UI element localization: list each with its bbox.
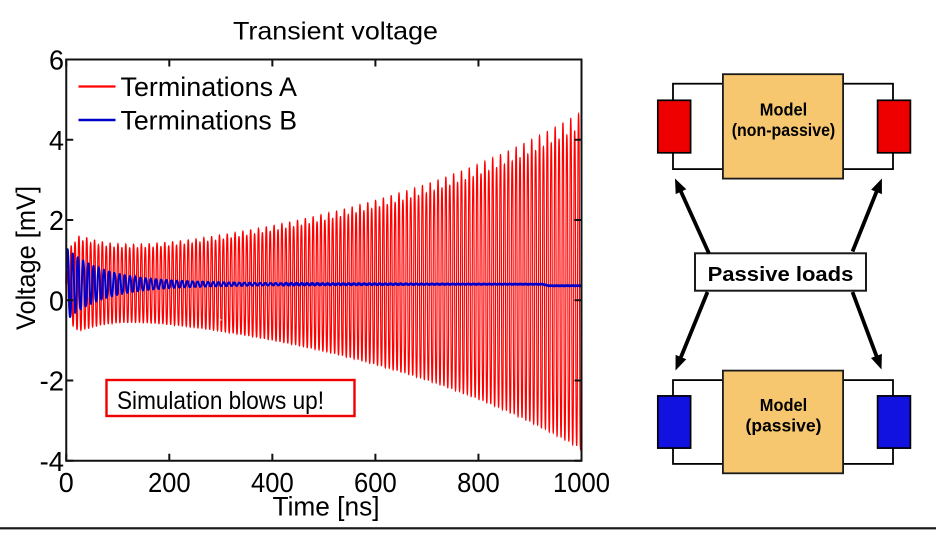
svg-text:0: 0: [59, 467, 74, 498]
svg-text:0: 0: [49, 285, 64, 316]
svg-text:Passive loads: Passive loads: [708, 264, 854, 286]
svg-text:Terminations A: Terminations A: [121, 72, 298, 102]
svg-text:Voltage [mV]: Voltage [mV]: [11, 186, 41, 330]
svg-text:(passive): (passive): [746, 416, 822, 436]
svg-text:(non-passive): (non-passive): [732, 120, 836, 140]
svg-text:4: 4: [49, 125, 64, 156]
svg-text:Time [ns]: Time [ns]: [273, 492, 380, 522]
svg-text:800: 800: [457, 467, 500, 498]
svg-text:Simulation blows up!: Simulation blows up!: [117, 387, 324, 415]
svg-text:-4: -4: [40, 446, 64, 477]
svg-text:2: 2: [49, 205, 64, 236]
svg-text:Model: Model: [760, 395, 807, 415]
svg-text:200: 200: [148, 467, 191, 498]
svg-text:Terminations B: Terminations B: [121, 105, 298, 135]
svg-text:-2: -2: [40, 366, 64, 397]
svg-text:1000: 1000: [553, 467, 610, 498]
svg-text:Model: Model: [760, 99, 807, 119]
svg-text:Transient voltage: Transient voltage: [233, 18, 438, 46]
svg-text:6: 6: [49, 45, 64, 76]
svg-text:600: 600: [354, 467, 397, 498]
svg-text:400: 400: [251, 467, 294, 498]
